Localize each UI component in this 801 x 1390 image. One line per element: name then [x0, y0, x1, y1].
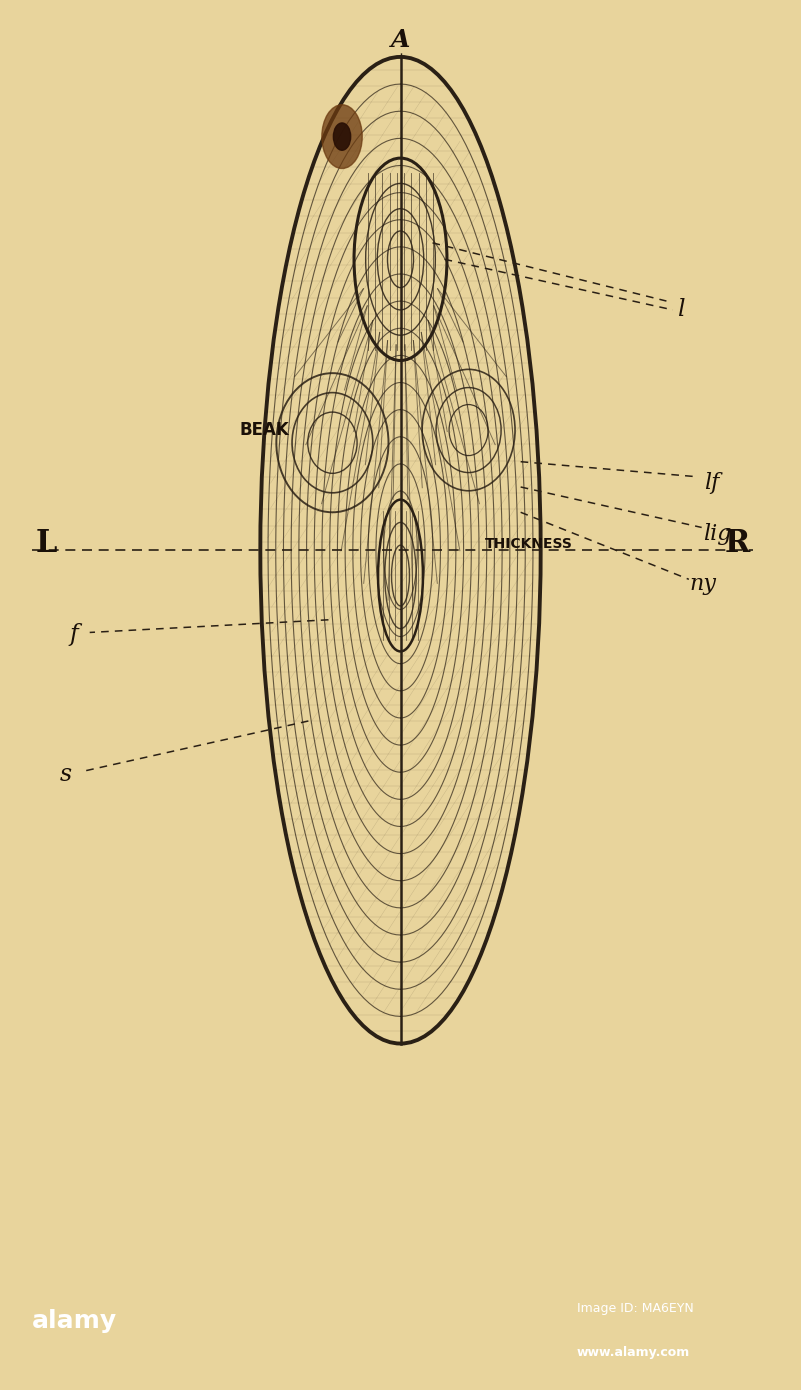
- Text: BEAK: BEAK: [239, 421, 289, 439]
- Text: A: A: [391, 28, 410, 53]
- Text: R: R: [724, 528, 750, 559]
- Text: l: l: [677, 299, 685, 321]
- Text: www.alamy.com: www.alamy.com: [577, 1346, 690, 1359]
- Text: alamy: alamy: [32, 1309, 117, 1333]
- Text: L: L: [36, 528, 57, 559]
- Text: THICKNESS: THICKNESS: [485, 537, 573, 550]
- Text: ny: ny: [690, 574, 717, 595]
- Text: lf: lf: [703, 473, 719, 495]
- Circle shape: [333, 122, 351, 150]
- Text: f: f: [70, 624, 78, 646]
- Text: lig: lig: [702, 523, 731, 545]
- Text: Image ID: MA6EYN: Image ID: MA6EYN: [577, 1302, 694, 1315]
- Text: s: s: [59, 763, 72, 785]
- Circle shape: [322, 104, 362, 168]
